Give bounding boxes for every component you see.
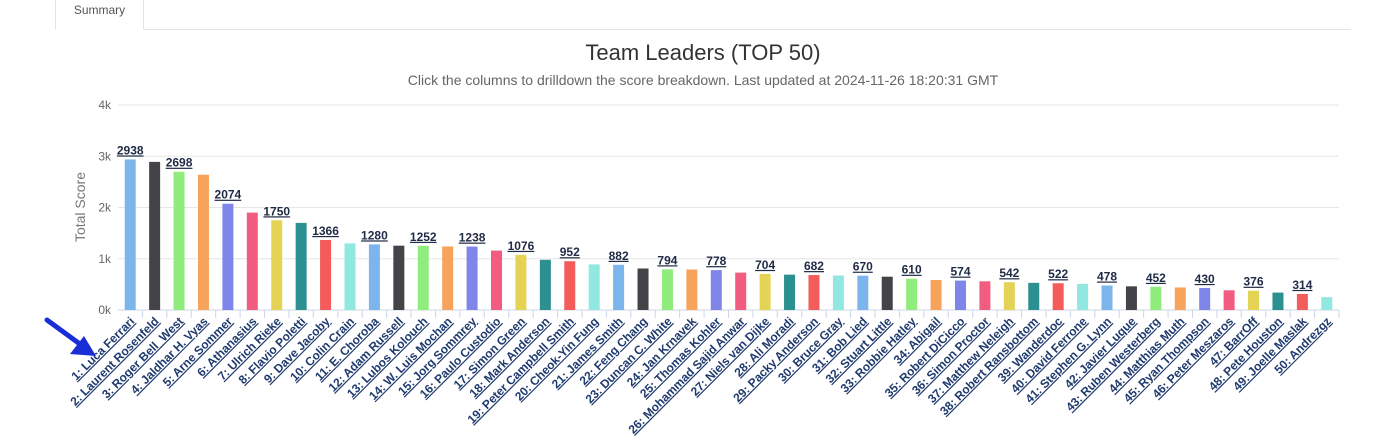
bar-44[interactable] <box>1174 287 1186 310</box>
data-label: 1280 <box>361 228 388 242</box>
y-tick-label: 3k <box>98 149 112 163</box>
data-label: 522 <box>1048 267 1068 281</box>
bar-2[interactable] <box>149 161 161 310</box>
data-label: 376 <box>1244 275 1264 289</box>
data-label: 610 <box>902 263 922 277</box>
data-label: 478 <box>1097 270 1117 284</box>
bar-46[interactable] <box>1223 290 1235 310</box>
y-axis-label: Total Score <box>72 172 88 242</box>
bar-33[interactable] <box>906 278 918 310</box>
bar-20[interactable] <box>588 264 600 310</box>
data-label: 778 <box>706 254 726 268</box>
bar-21[interactable] <box>613 264 625 310</box>
data-label: 2938 <box>117 143 144 157</box>
bar-30[interactable] <box>832 275 844 310</box>
bar-18[interactable] <box>539 259 551 310</box>
data-label: 1252 <box>410 230 437 244</box>
bar-23[interactable] <box>661 269 673 310</box>
pointer-arrow-icon <box>44 317 96 356</box>
bar-17[interactable] <box>515 254 527 310</box>
bar-14[interactable] <box>442 246 454 310</box>
bar-6[interactable] <box>246 212 258 310</box>
bar-27[interactable] <box>759 273 771 310</box>
bar-25[interactable] <box>710 270 722 310</box>
bar-28[interactable] <box>784 274 796 310</box>
bar-36[interactable] <box>979 281 991 310</box>
bar-12[interactable] <box>393 245 405 310</box>
data-label: 430 <box>1195 272 1215 286</box>
data-label: 1238 <box>459 231 486 245</box>
data-label: 682 <box>804 259 824 273</box>
bar-5[interactable] <box>222 203 234 310</box>
chart-title: Team Leaders (TOP 50) <box>585 40 820 65</box>
y-tick-label: 2k <box>98 201 112 215</box>
y-tick-label: 0k <box>98 303 112 317</box>
data-label: 1750 <box>263 204 290 218</box>
data-label: 542 <box>999 266 1019 280</box>
bar-series <box>124 159 1333 310</box>
bar-1[interactable] <box>124 159 136 310</box>
y-axis-ticks: 0k 1k 2k 3k 4k <box>98 98 112 317</box>
bar-16[interactable] <box>491 250 503 310</box>
bar-47[interactable] <box>1248 290 1260 310</box>
data-label: 882 <box>609 249 629 263</box>
bar-41[interactable] <box>1101 285 1113 310</box>
bar-29[interactable] <box>808 275 820 310</box>
bar-38[interactable] <box>1028 282 1040 310</box>
bar-48[interactable] <box>1272 292 1284 310</box>
bar-22[interactable] <box>637 268 649 310</box>
tab-summary[interactable]: Summary <box>55 0 144 30</box>
bar-32[interactable] <box>881 276 893 310</box>
bar-42[interactable] <box>1125 286 1137 310</box>
tab-bar: Summary <box>0 0 1381 30</box>
tab-bar-divider <box>55 29 1351 30</box>
bar-7[interactable] <box>271 220 283 310</box>
bar-37[interactable] <box>1003 282 1015 310</box>
bar-13[interactable] <box>417 245 429 310</box>
bar-50[interactable] <box>1321 297 1333 310</box>
y-tick-label: 1k <box>98 252 112 266</box>
data-label: 1076 <box>508 239 535 253</box>
bar-35[interactable] <box>954 280 966 310</box>
bar-34[interactable] <box>930 280 942 310</box>
data-label: 314 <box>1292 278 1312 292</box>
y-tick-label: 4k <box>98 98 112 112</box>
data-label: 952 <box>560 245 580 259</box>
bar-10[interactable] <box>344 243 356 310</box>
data-label: 670 <box>853 260 873 274</box>
bar-19[interactable] <box>564 261 576 310</box>
data-labels: 2938 2698 2074 1750 1366 1280 1252 1238 1076 952 8… <box>117 143 1313 291</box>
bar-15[interactable] <box>466 246 478 310</box>
bar-3[interactable] <box>173 171 185 310</box>
chart-subtitle: Click the columns to drilldown the score… <box>408 72 999 88</box>
bar-45[interactable] <box>1199 287 1211 310</box>
data-label: 2698 <box>166 156 193 170</box>
bar-40[interactable] <box>1077 283 1089 310</box>
bar-26[interactable] <box>735 272 747 310</box>
data-label: 704 <box>755 258 775 272</box>
bar-24[interactable] <box>686 269 698 310</box>
bar-11[interactable] <box>368 244 380 310</box>
data-label: 2074 <box>215 188 242 202</box>
data-label: 1366 <box>312 224 339 238</box>
bar-8[interactable] <box>295 222 307 310</box>
data-label: 452 <box>1146 271 1166 285</box>
bar-9[interactable] <box>320 239 332 310</box>
data-label: 794 <box>657 253 677 267</box>
bar-31[interactable] <box>857 275 869 310</box>
bar-49[interactable] <box>1296 293 1308 310</box>
bar-39[interactable] <box>1052 283 1064 310</box>
bar-4[interactable] <box>197 174 209 310</box>
data-label: 574 <box>950 265 970 279</box>
bar-43[interactable] <box>1150 286 1162 310</box>
